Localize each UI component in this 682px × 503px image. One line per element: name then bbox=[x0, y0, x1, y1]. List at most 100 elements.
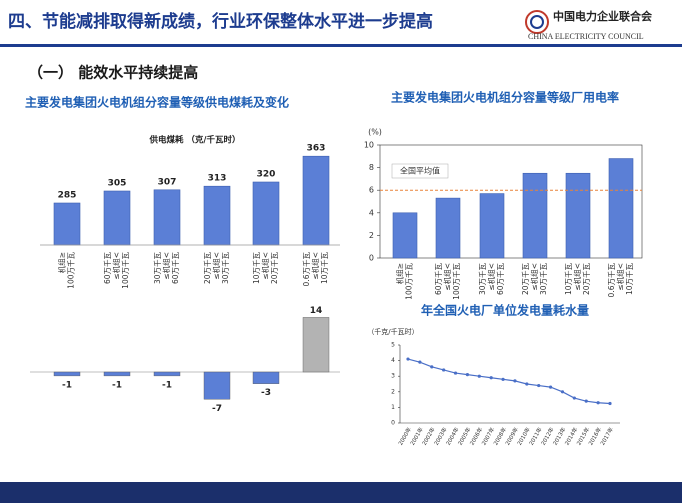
y-tick-label: 10 bbox=[364, 141, 374, 150]
x-tick-label: 60万千瓦 bbox=[102, 252, 112, 285]
y-tick-label: 4 bbox=[369, 208, 374, 217]
x-tick-label: 30万千瓦 bbox=[538, 263, 548, 296]
x-tick-label: 30万千瓦 bbox=[220, 252, 230, 285]
section-title: （一） 能效水平持续提高 bbox=[28, 64, 198, 82]
data-label: -1 bbox=[62, 381, 72, 391]
bar bbox=[608, 158, 634, 259]
org-name: 中国电力企业联合会 bbox=[553, 9, 653, 23]
x-tick-label: 60万千瓦 bbox=[433, 263, 443, 296]
chart-title: 主要发电集团火电机组分容量等级供电煤耗及变化 bbox=[25, 95, 289, 110]
x-tick-label: 100万千瓦 bbox=[120, 252, 130, 289]
y-axis-label: （千克/千瓦时） bbox=[367, 327, 418, 336]
point bbox=[596, 401, 600, 405]
point bbox=[477, 374, 481, 378]
point bbox=[584, 399, 588, 403]
chart-title: 年全国火电厂单位发电量耗水量 bbox=[421, 303, 589, 318]
data-label: -3 bbox=[261, 388, 271, 398]
x-tick-label: ≤机组< bbox=[260, 252, 270, 280]
chart-subtitle: 供电煤耗 （克/千瓦时） bbox=[148, 135, 240, 146]
bar bbox=[153, 189, 181, 246]
bar bbox=[392, 212, 418, 259]
x-tick-label: ≤机组< bbox=[486, 263, 496, 291]
bar bbox=[103, 371, 131, 377]
x-tick-label: 30万千瓦 bbox=[152, 252, 162, 285]
bar bbox=[252, 181, 280, 246]
point bbox=[430, 365, 434, 369]
x-tick-label: 60万千瓦 bbox=[170, 252, 180, 285]
footer-bar bbox=[0, 482, 682, 503]
x-tick-label: 0.6万千瓦 bbox=[301, 252, 311, 287]
data-label: 320 bbox=[257, 170, 276, 180]
point bbox=[406, 357, 410, 361]
x-tick-label: 100万千瓦 bbox=[451, 263, 461, 300]
x-tick-label: 30万千瓦 bbox=[477, 263, 487, 296]
bar bbox=[53, 202, 81, 246]
x-tick-label: 10万千瓦 bbox=[624, 263, 634, 296]
bar bbox=[103, 190, 131, 246]
y-tick-label: 1 bbox=[391, 404, 395, 411]
bar bbox=[53, 371, 81, 377]
org-name-en: CHINA ELECTRICITY COUNCIL bbox=[528, 32, 644, 41]
data-label: -1 bbox=[112, 381, 122, 391]
point bbox=[572, 396, 576, 400]
y-tick-label: 0 bbox=[369, 254, 374, 263]
reference-label: 全国平均值 bbox=[400, 166, 440, 176]
bar bbox=[252, 371, 280, 384]
point bbox=[548, 385, 553, 389]
data-label: 307 bbox=[158, 177, 177, 187]
header-rule bbox=[0, 44, 682, 47]
y-tick-label: 0 bbox=[391, 420, 395, 427]
data-label: -1 bbox=[162, 381, 172, 391]
x-tick-label: ≤机组< bbox=[615, 263, 625, 291]
y-tick-label: 2 bbox=[391, 388, 395, 395]
point bbox=[489, 376, 493, 380]
x-tick-label: 20万千瓦 bbox=[202, 252, 212, 285]
point bbox=[465, 373, 470, 377]
reference-label-box bbox=[391, 163, 449, 179]
y-tick-label: 5 bbox=[391, 342, 395, 349]
point bbox=[453, 371, 458, 375]
bar bbox=[522, 172, 548, 259]
point bbox=[513, 379, 517, 383]
x-tick-label: 100万千瓦 bbox=[66, 252, 76, 289]
bar bbox=[565, 172, 591, 259]
x-tick-label: 60万千瓦 bbox=[495, 263, 505, 296]
chart-title: 主要发电集团火电机组分容量等级厂用电率 bbox=[391, 90, 619, 105]
x-tick-label: 10万千瓦 bbox=[319, 252, 329, 285]
bar bbox=[203, 185, 231, 246]
bar bbox=[203, 371, 231, 400]
logo bbox=[525, 10, 549, 34]
y-tick-label: 4 bbox=[391, 357, 395, 364]
data-label: 305 bbox=[108, 179, 127, 189]
y-tick-label: 2 bbox=[369, 231, 374, 240]
x-tick-label: 10万千瓦 bbox=[563, 263, 573, 296]
data-label: 14 bbox=[310, 306, 323, 316]
bar bbox=[153, 371, 181, 377]
x-tick-label: 机组≥ bbox=[395, 263, 405, 284]
point bbox=[418, 360, 422, 364]
point bbox=[525, 382, 529, 386]
y-tick-label: 8 bbox=[369, 163, 374, 172]
x-tick-label: ≤机组< bbox=[111, 252, 121, 280]
plot-frame bbox=[379, 144, 643, 259]
data-label: 313 bbox=[208, 174, 227, 184]
x-tick-label: 10万千瓦 bbox=[251, 252, 261, 285]
point bbox=[537, 383, 541, 388]
x-tick-label: ≤机组< bbox=[572, 263, 582, 291]
bar bbox=[435, 197, 461, 259]
data-label: 363 bbox=[307, 144, 326, 154]
y-tick-label: 3 bbox=[391, 373, 395, 380]
logo bbox=[530, 15, 544, 29]
bar bbox=[302, 317, 330, 373]
x-tick-label: 20万千瓦 bbox=[581, 263, 591, 296]
x-tick-label: 机组≥ bbox=[57, 252, 67, 273]
point bbox=[560, 390, 565, 394]
x-tick-label: 20万千瓦 bbox=[520, 263, 530, 296]
point bbox=[608, 401, 612, 406]
point bbox=[501, 377, 505, 381]
x-tick-label: ≤机组< bbox=[310, 252, 320, 280]
x-tick-label: 20万千瓦 bbox=[269, 252, 279, 285]
bar bbox=[479, 193, 505, 259]
x-tick-label: ≤机组< bbox=[529, 263, 539, 291]
